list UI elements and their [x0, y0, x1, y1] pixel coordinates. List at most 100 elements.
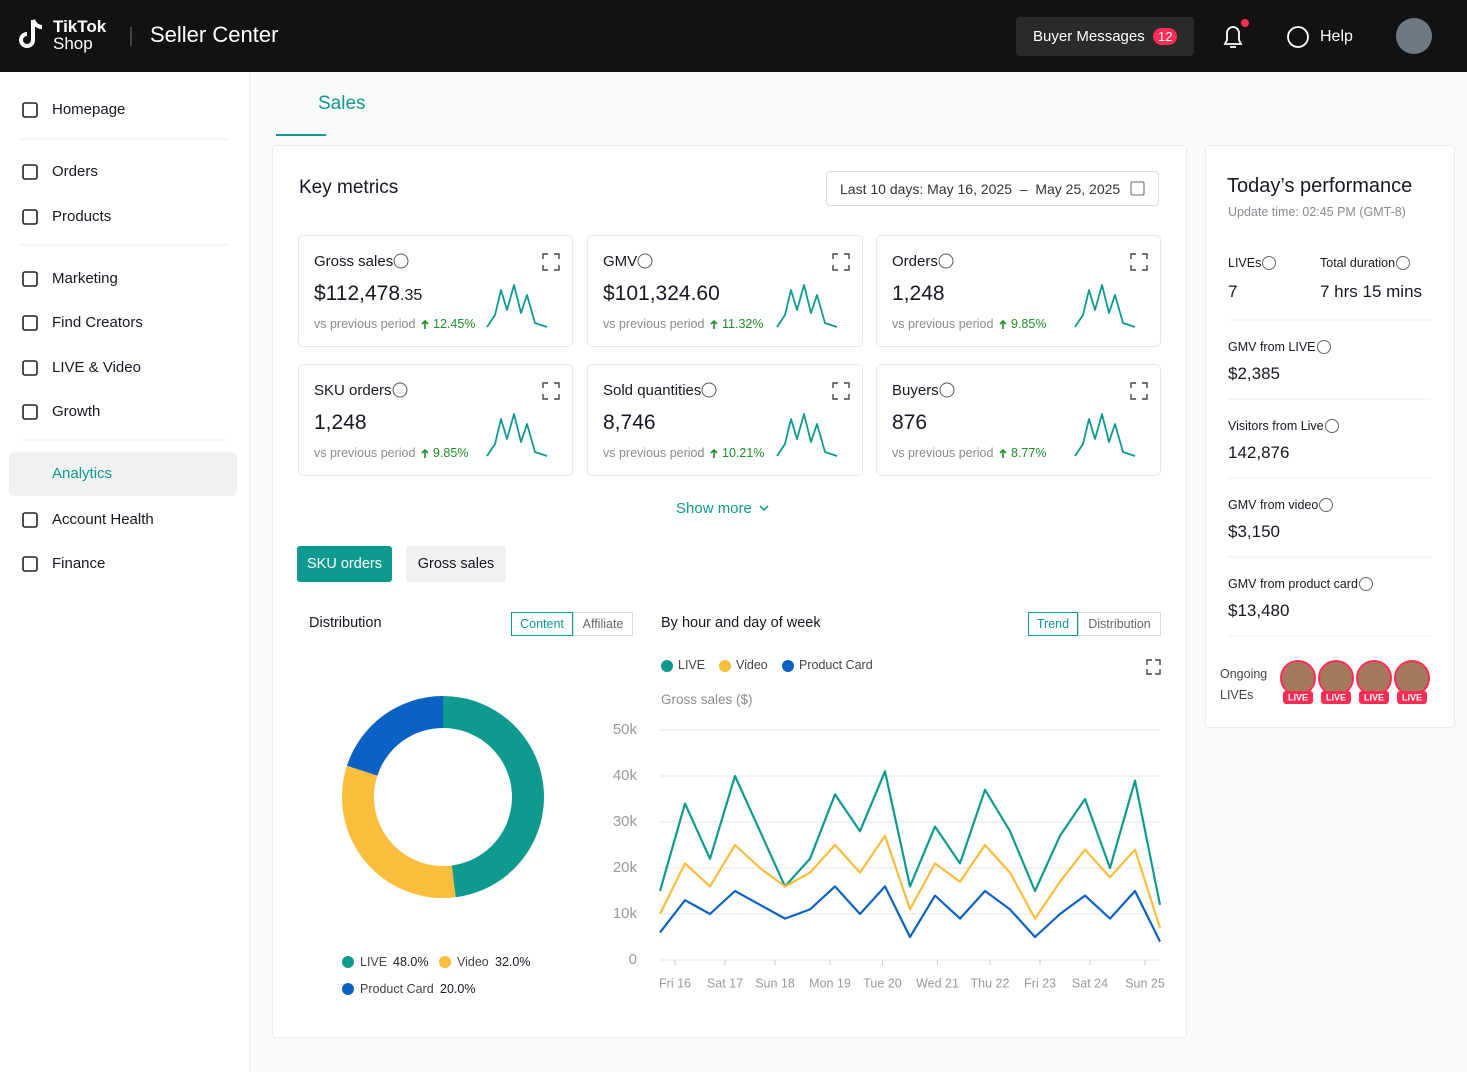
y-tick-label: 20k — [613, 859, 638, 876]
nav-item[interactable]: Growth — [52, 403, 101, 420]
message-badge: 12 — [1153, 28, 1178, 45]
nav-icon — [22, 209, 38, 225]
nav-item[interactable]: Find Creators — [52, 314, 143, 331]
x-tick-label: Sat 17 — [707, 976, 743, 990]
stat-value: 7 hrs 15 mins — [1320, 282, 1423, 301]
legend-label: Video — [736, 658, 768, 672]
x-tick-label: Mon 19 — [809, 976, 851, 990]
logo-text: TikTok — [53, 17, 107, 36]
nav-item[interactable]: Products — [52, 208, 112, 225]
x-tick-label: Wed 21 — [916, 976, 959, 990]
expand-icon — [832, 382, 850, 400]
top-bar — [0, 0, 1467, 72]
tab[interactable]: Sales — [318, 93, 366, 114]
nav-item[interactable]: LIVE & Video — [52, 359, 141, 376]
up-arrow — [421, 448, 429, 458]
line-series — [659, 885, 1161, 943]
update-time: Update time: 02:45 PM (GMT-8) — [1228, 205, 1406, 219]
compare-label: vs previous period — [603, 446, 705, 460]
x-tick-label: Tue 20 — [863, 976, 902, 990]
metric-label: Gross sales — [314, 253, 394, 270]
info-icon — [939, 382, 955, 398]
y-tick-label: 50k — [613, 721, 638, 738]
help[interactable]: Help — [1320, 28, 1353, 45]
nav-icon — [22, 102, 38, 118]
live-badge-bg — [1359, 691, 1389, 704]
nav-item[interactable]: Orders — [52, 163, 98, 180]
metric-card[interactable] — [587, 235, 863, 347]
stat-value: 142,876 — [1228, 443, 1290, 462]
y-tick-label: 40k — [613, 767, 638, 784]
nav-icon — [22, 404, 38, 420]
metric-card[interactable] — [876, 364, 1161, 476]
nav-icon — [22, 556, 38, 572]
info-icon — [1317, 340, 1331, 354]
sparkline — [776, 284, 838, 328]
nav-item[interactable]: Homepage — [52, 101, 126, 118]
up-arrow — [999, 448, 1007, 458]
live-badge: LIVE — [1288, 692, 1308, 702]
x-tick-label: Sun 25 — [1125, 976, 1165, 990]
up-arrow — [999, 319, 1007, 329]
nav-item[interactable]: Finance — [52, 555, 106, 572]
header-title: Seller Center — [150, 22, 279, 47]
logo-icon — [19, 19, 43, 48]
legend-label: Video — [457, 955, 489, 969]
legend-value: 48.0% — [393, 955, 429, 969]
stat-label: LIVEs — [1228, 256, 1262, 270]
x-tick-label: Fri 16 — [659, 976, 691, 990]
info-icon — [701, 382, 717, 398]
info-icon — [938, 253, 954, 269]
info-icon — [1319, 498, 1333, 512]
nav-item[interactable]: Account Health — [52, 511, 154, 528]
stat-value: 7 — [1228, 282, 1238, 301]
line-series — [658, 770, 1162, 906]
metric-card[interactable] — [587, 364, 863, 476]
x-tick-label: Thu 22 — [971, 976, 1010, 990]
segment-button[interactable]: Distribution — [1078, 612, 1161, 636]
nav-item[interactable]: Marketing — [52, 270, 118, 287]
segment-button[interactable]: Trend — [1028, 612, 1078, 636]
sparkline — [486, 284, 548, 328]
toggle-button[interactable]: SKU orders — [297, 546, 392, 582]
today-title: Today’s performance — [1227, 175, 1413, 197]
date-range[interactable]: Last 10 days: May 16, 2025 – May 25, 202… — [826, 171, 1159, 206]
section-title: Key metrics — [299, 177, 399, 198]
sparkline — [486, 413, 548, 457]
nav-icon — [22, 315, 38, 331]
buyer-messages[interactable]: Buyer Messages — [1033, 28, 1145, 45]
stat-value: $13,480 — [1228, 601, 1290, 620]
metric-card[interactable] — [298, 235, 573, 347]
toggle-button[interactable]: Gross sales — [406, 546, 506, 582]
up-arrow — [710, 319, 718, 329]
metric-value: $101,324.60 — [603, 282, 720, 305]
x-tick-label: Fri 23 — [1024, 976, 1056, 990]
metric-change: 9.85% — [1011, 317, 1047, 331]
metric-card[interactable] — [876, 235, 1161, 347]
compare-label: vs previous period — [314, 446, 416, 460]
live-badge: LIVE — [1402, 692, 1422, 702]
nav-icon — [22, 271, 38, 287]
legend-dot — [782, 660, 794, 672]
sidebar — [0, 72, 250, 1072]
expand-icon — [832, 253, 850, 271]
segment-button[interactable]: Content — [511, 612, 573, 636]
legend-label: LIVE — [678, 658, 706, 672]
chart-title: Distribution — [309, 615, 382, 631]
metric-card[interactable] — [298, 364, 573, 476]
y-tick-label: 10k — [613, 905, 638, 922]
live-avatar — [1356, 660, 1392, 696]
stat-label: GMV from LIVE — [1228, 340, 1316, 354]
legend-dot — [439, 956, 451, 968]
live-badge-bg — [1397, 691, 1427, 704]
sparkline — [776, 413, 838, 457]
expand-icon — [542, 382, 560, 400]
up-arrow — [421, 319, 429, 329]
expand-icon — [1130, 253, 1148, 271]
show-more[interactable]: Show more — [676, 500, 752, 517]
nav-item[interactable]: Analytics — [52, 465, 113, 482]
ongoing-label: Ongoing LIVEs — [1220, 667, 1268, 702]
segment-button[interactable]: Affiliate — [573, 612, 633, 636]
compare-label: vs previous period — [892, 317, 994, 331]
up-arrow — [710, 448, 718, 458]
